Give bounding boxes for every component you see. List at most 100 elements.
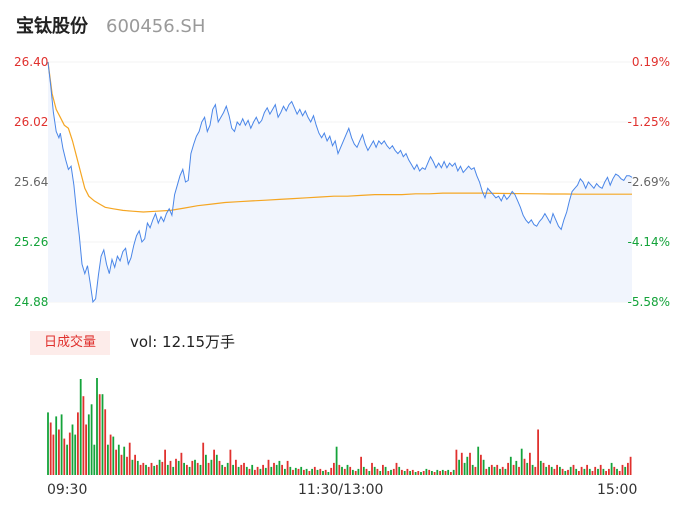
- volume-bar: [471, 464, 474, 475]
- volume-bar: [319, 468, 322, 475]
- volume-bar: [608, 468, 610, 475]
- volume-bar: [286, 460, 289, 475]
- chart-header: 宝钛股份 600456.SH: [16, 12, 205, 40]
- volume-bar: [142, 462, 145, 475]
- volume-bar: [387, 471, 390, 475]
- volume-bar: [343, 468, 346, 475]
- price-tick-label: 24.88: [14, 295, 49, 309]
- volume-bar: [496, 464, 499, 475]
- volume-bar: [256, 466, 259, 475]
- volume-bar: [49, 422, 52, 475]
- volume-bar: [305, 468, 308, 475]
- time-label-midday: 11:30/13:00: [298, 482, 384, 498]
- volume-bar: [390, 469, 392, 475]
- volume-bar: [515, 460, 518, 475]
- volume-bar: [66, 444, 68, 475]
- volume-bar: [354, 471, 357, 475]
- volume-bar: [85, 424, 87, 475]
- volume-bar: [401, 469, 403, 475]
- volume-bar: [77, 412, 79, 475]
- volume-bar: [441, 469, 444, 475]
- volume-bar: [126, 456, 128, 475]
- volume-bar: [450, 472, 452, 475]
- volume-bar: [68, 432, 71, 475]
- volume-bar: [115, 449, 117, 475]
- volume-bar: [107, 444, 109, 475]
- volume-bar: [166, 464, 169, 475]
- volume-bar: [466, 456, 469, 475]
- volume-bar: [112, 436, 115, 475]
- volume-bar: [480, 454, 482, 475]
- volume-bar: [542, 462, 545, 475]
- volume-bar: [597, 468, 599, 475]
- volume-bar: [136, 460, 139, 475]
- volume-bar: [131, 459, 134, 475]
- volume-bar: [251, 464, 254, 475]
- volume-bar: [621, 464, 624, 475]
- volume-bar: [284, 468, 286, 475]
- volume-bar: [627, 462, 629, 475]
- volume-bar: [422, 471, 425, 475]
- volume-bar: [221, 464, 224, 475]
- volume-bar: [556, 464, 558, 475]
- volume-bar: [194, 459, 196, 475]
- volume-bar: [507, 462, 509, 475]
- volume-bar: [460, 452, 463, 475]
- volume-bar: [477, 446, 480, 475]
- volume-bar: [417, 471, 420, 475]
- volume-bar: [164, 449, 166, 475]
- volume-bar: [180, 452, 183, 475]
- volume-bar: [153, 465, 156, 475]
- volume-bar: [447, 469, 450, 475]
- volume-bar: [226, 462, 229, 475]
- volume-bar: [539, 460, 542, 475]
- volume-bar: [575, 468, 578, 475]
- volume-bar: [101, 394, 104, 475]
- volume-bar: [583, 468, 586, 475]
- volume-bar: [349, 466, 352, 475]
- volume-bar: [175, 458, 177, 475]
- volume-bar: [561, 468, 564, 475]
- volume-bar: [98, 394, 101, 475]
- volume-bar: [177, 460, 180, 475]
- volume-bar: [368, 471, 371, 475]
- volume-bar: [559, 466, 561, 475]
- volume-bar: [60, 414, 63, 475]
- volume-bar: [564, 471, 567, 475]
- volume-bar: [341, 466, 343, 475]
- volume-bar: [109, 434, 112, 475]
- volume-bar: [352, 469, 354, 475]
- volume-bar: [392, 468, 395, 475]
- volume-bar: [357, 468, 360, 475]
- volume-bar: [425, 468, 428, 475]
- volume-bar: [586, 464, 588, 475]
- volume-bar: [610, 462, 613, 475]
- volume-bar: [482, 459, 485, 475]
- volume-bar: [300, 466, 303, 475]
- volume-bar: [196, 462, 199, 475]
- volume-bar: [602, 468, 605, 475]
- volume-bar: [398, 466, 401, 475]
- volume-bar: [55, 416, 58, 475]
- volume-tab[interactable]: 日成交量: [30, 331, 110, 355]
- volume-bar: [213, 449, 215, 475]
- volume-bar: [436, 469, 439, 475]
- volume-bar: [169, 460, 172, 475]
- volume-bar: [360, 456, 362, 475]
- volume-bar: [313, 466, 316, 475]
- price-tick-label: 25.26: [14, 235, 49, 249]
- time-label-close: 15:00: [597, 482, 638, 498]
- volume-bar: [63, 438, 66, 475]
- volume-bar: [624, 466, 627, 475]
- volume-bar: [523, 458, 526, 475]
- volume-bar: [373, 466, 376, 475]
- volume-bar: [439, 471, 441, 475]
- volume-bar: [186, 464, 188, 475]
- time-label-open: 09:30: [47, 482, 88, 498]
- volume-bar: [618, 471, 621, 475]
- volume-bar: [580, 466, 583, 475]
- volume-bar: [333, 462, 335, 475]
- volume-bar: [71, 424, 74, 475]
- volume-bar: [463, 462, 466, 475]
